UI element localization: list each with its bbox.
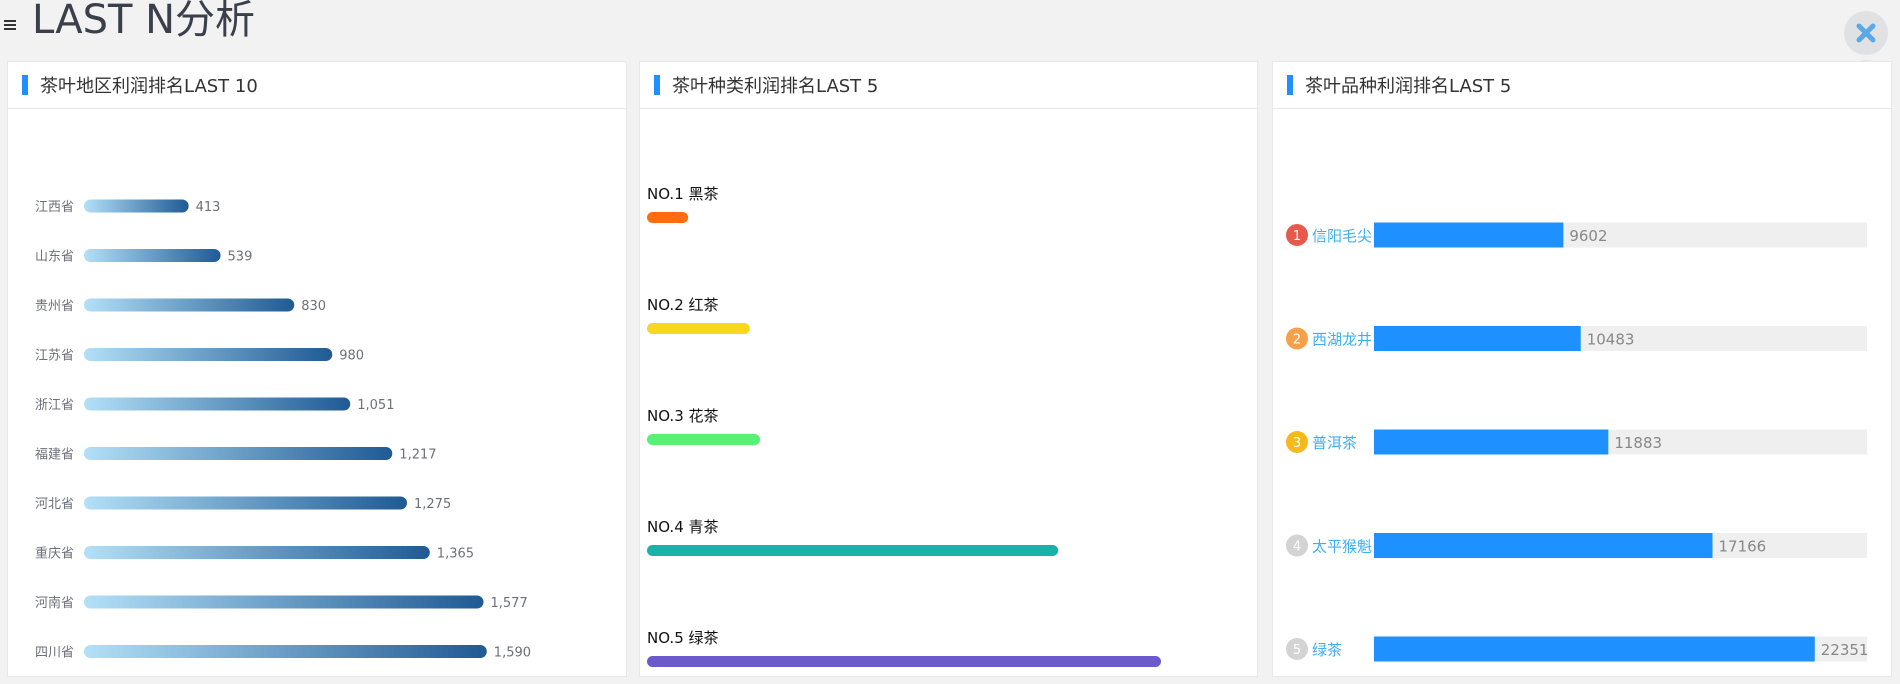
bar [647, 212, 689, 223]
bar [84, 249, 221, 262]
category-label: 山东省 [35, 250, 74, 265]
bar [84, 496, 407, 510]
panel-header: 茶叶品种利润排名LAST 5 [1273, 62, 1891, 109]
category-label: NO.3 花茶 [647, 407, 719, 425]
value-label: 830 [301, 299, 326, 314]
panel-title-marker [1287, 75, 1293, 95]
region-profit-chart: 江西省 413 山东省 539 贵州省 830 江苏省 980 浙江省 1,051 福建省 1,217… [35, 199, 531, 661]
rank-number: 3 [1293, 436, 1301, 451]
category-label: 江西省 [35, 200, 74, 215]
panel-title: 茶叶种类利润排名LAST 5 [672, 76, 879, 97]
category-label: 绿茶 [1312, 641, 1342, 659]
rank-number: 4 [1293, 540, 1301, 555]
bar [84, 645, 487, 658]
category-label: 重庆省 [35, 546, 74, 562]
category-label: 浙江省 [35, 398, 74, 413]
bar [84, 447, 393, 460]
rank-number: 1 [1293, 229, 1301, 244]
value-label: 413 [196, 200, 221, 215]
menu-icon[interactable] [4, 18, 16, 32]
rank-badge [1286, 327, 1308, 350]
category-label: 四川省 [35, 646, 74, 661]
category-profit-chart: NO.1 黑茶 NO.2 红茶 NO.3 花茶 NO.4 青茶 NO.5 绿茶 [647, 185, 1161, 667]
close-button[interactable] [1844, 11, 1888, 55]
bar [1374, 429, 1609, 455]
bar [84, 348, 333, 361]
category-label: 河南省 [35, 595, 74, 611]
rank-badge [1286, 224, 1308, 246]
region-profit-panel: 茶叶地区利润排名LAST 10 江西省 413 山东省 539 贵州省 830 江苏省 980… [7, 61, 627, 677]
bar [1374, 326, 1581, 351]
variety-profit-chart: 1 信阳毛尖 9602 2 西湖龙井 10483 3 普洱茶 11883 4 太平猴魁 17166 5 绿… [1286, 222, 1869, 662]
panel-title-marker [22, 75, 28, 95]
value-label: 1,275 [414, 497, 451, 512]
value-label: 980 [339, 349, 364, 364]
panel-header: 茶叶地区利润排名LAST 10 [8, 62, 626, 109]
value-label: 1,577 [491, 596, 528, 611]
value-label: 11883 [1614, 434, 1662, 452]
category-label: NO.1 黑茶 [647, 185, 719, 203]
category-label: 江苏省 [35, 348, 74, 364]
bar [84, 595, 484, 609]
bar [647, 656, 1161, 667]
value-label: 9602 [1569, 227, 1607, 245]
bar [84, 546, 430, 559]
value-label: 1,217 [399, 448, 436, 463]
variety-profit-panel: 茶叶品种利润排名LAST 5 1 信阳毛尖 9602 2 西湖龙井 10483 3 普洱茶 11… [1272, 61, 1892, 677]
close-icon [1856, 23, 1876, 43]
bar [647, 323, 750, 334]
value-label: 1,051 [357, 398, 394, 413]
rank-badge [1286, 638, 1308, 660]
bar [1374, 636, 1815, 662]
rank-badge [1286, 431, 1308, 453]
rank-number: 5 [1293, 643, 1301, 658]
bar [1374, 533, 1713, 558]
category-label: 普洱茶 [1312, 434, 1357, 452]
bar [84, 199, 189, 213]
value-label: 1,365 [437, 547, 474, 562]
category-label: 信阳毛尖 [1312, 227, 1372, 245]
bar [84, 397, 351, 411]
category-label: NO.2 红茶 [647, 296, 719, 314]
bar [647, 434, 761, 445]
category-label: 太平猴魁 [1312, 538, 1372, 556]
value-label: 539 [228, 250, 253, 265]
bar [84, 298, 295, 312]
panel-title-marker [654, 75, 660, 95]
rank-badge [1286, 534, 1308, 557]
value-label: 10483 [1587, 331, 1635, 349]
category-label: NO.4 青茶 [647, 518, 719, 536]
value-label: 1,590 [494, 646, 531, 661]
category-label: 河北省 [35, 497, 74, 512]
category-label: 西湖龙井 [1312, 331, 1372, 349]
value-label: 17166 [1719, 538, 1767, 556]
category-label: NO.5 绿茶 [647, 629, 719, 647]
panel-header: 茶叶种类利润排名LAST 5 [640, 62, 1257, 109]
panel-title: 茶叶品种利润排名LAST 5 [1305, 76, 1512, 97]
category-label: 贵州省 [35, 299, 74, 314]
rank-number: 2 [1293, 333, 1301, 348]
bar [647, 545, 1059, 556]
page-title: LAST N分析 [32, 0, 256, 43]
category-profit-panel: 茶叶种类利润排名LAST 5 NO.1 黑茶 NO.2 红茶 NO.3 花茶 NO.4… [639, 61, 1258, 677]
value-label: 22351 [1821, 641, 1869, 659]
bar [1374, 222, 1564, 248]
category-label: 福建省 [35, 448, 74, 463]
panel-title: 茶叶地区利润排名LAST 10 [40, 76, 258, 97]
